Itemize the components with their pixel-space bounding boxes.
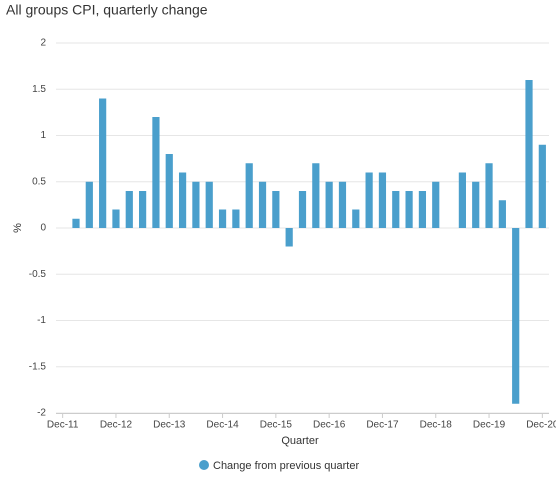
bar: [232, 209, 240, 228]
legend-marker: [199, 460, 209, 470]
bar: [325, 181, 333, 228]
legend-label: Change from previous quarter: [213, 460, 359, 472]
bar: [298, 191, 307, 228]
bar: [405, 191, 413, 228]
bar: [498, 200, 506, 228]
y-tick-label: -2: [37, 408, 46, 419]
bar: [72, 218, 80, 228]
bar: [432, 181, 440, 228]
x-tick-label: Dec-14: [206, 420, 239, 431]
x-tick-label: Dec-19: [473, 420, 506, 431]
x-tick-label: Dec-18: [420, 420, 453, 431]
bar: [458, 172, 466, 228]
bar: [312, 163, 320, 228]
bar: [538, 144, 546, 228]
bar: [525, 80, 533, 228]
x-tick-label: Dec-16: [313, 420, 346, 431]
x-axis-label: Quarter: [281, 435, 319, 447]
bar: [392, 191, 400, 228]
bar: [205, 181, 213, 228]
bar: [378, 172, 387, 228]
bar: [125, 191, 133, 228]
bar: [178, 172, 187, 228]
bar: [485, 163, 493, 228]
y-axis-label: %: [12, 223, 24, 233]
x-tick-label: Dec-11: [47, 420, 79, 431]
bar: [139, 191, 147, 228]
y-tick-label: 2: [40, 38, 46, 49]
bar: [165, 154, 173, 228]
chart-title: All groups CPI, quarterly change: [6, 2, 208, 18]
bar: [152, 117, 160, 228]
x-tick-label: Dec-15: [260, 420, 293, 431]
y-tick-label: 0: [40, 223, 46, 234]
bar: [338, 181, 347, 228]
bar: [112, 209, 120, 228]
bar: [192, 181, 200, 228]
x-tick-label: Dec-20: [526, 420, 556, 431]
x-tick-label: Dec-17: [366, 420, 399, 431]
y-tick-label: -1.5: [29, 361, 47, 372]
x-tick-label: Dec-12: [100, 420, 133, 431]
bar: [512, 228, 520, 404]
bar: [285, 228, 293, 247]
bar: [218, 209, 227, 228]
y-tick-label: 1.5: [32, 84, 46, 95]
x-tick-label: Dec-13: [153, 420, 186, 431]
bar: [85, 181, 93, 228]
bar: [352, 209, 360, 228]
bar: [418, 191, 427, 228]
y-tick-label: 0.5: [32, 176, 46, 187]
y-tick-label: -1: [37, 315, 46, 326]
bar: [472, 181, 480, 228]
bar: [365, 172, 373, 228]
bar: [245, 163, 253, 228]
y-tick-label: 1: [40, 130, 46, 141]
bar: [272, 191, 280, 228]
bar: [99, 98, 107, 228]
y-tick-label: -0.5: [29, 269, 47, 280]
bar: [258, 181, 267, 228]
